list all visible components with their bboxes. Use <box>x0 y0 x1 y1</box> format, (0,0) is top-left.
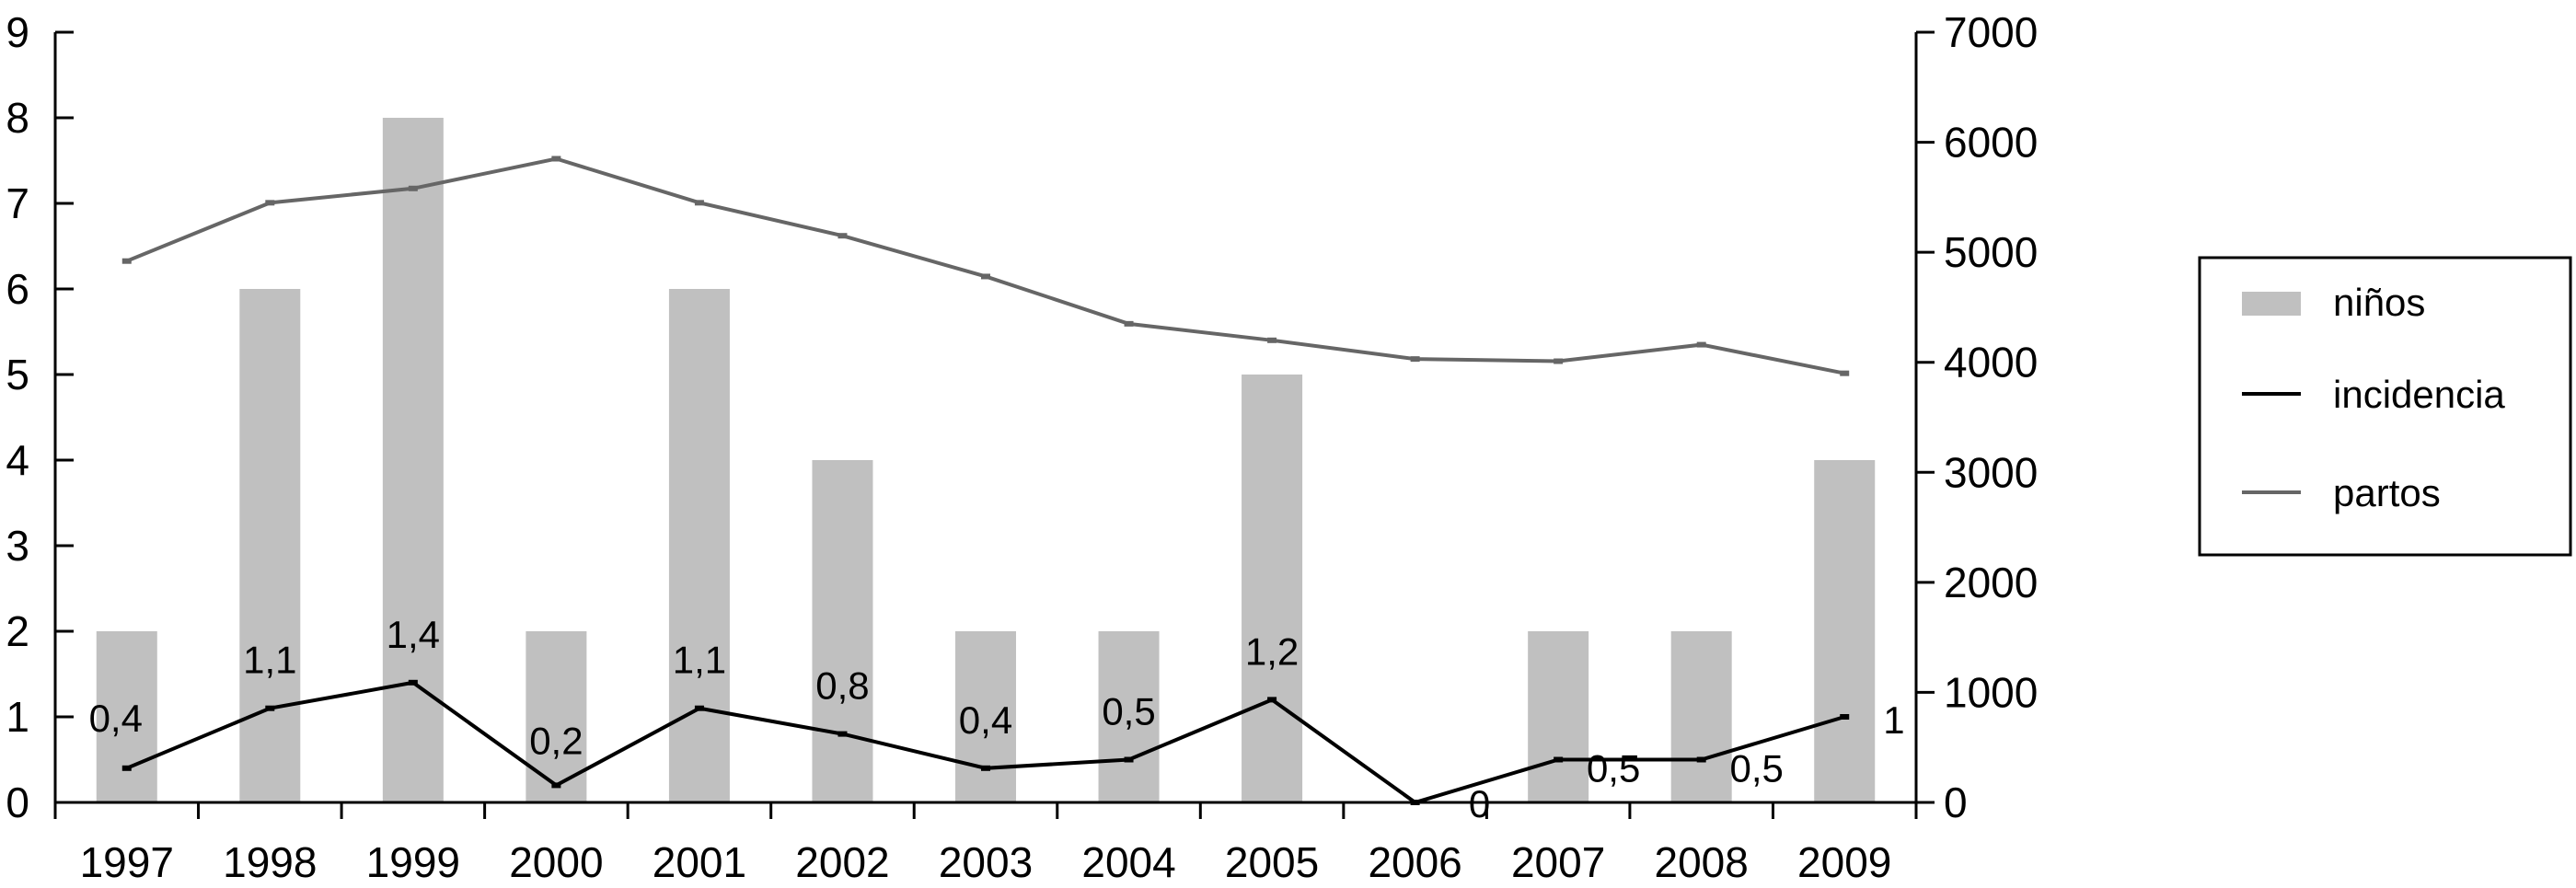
incidencia-label-2002: 0,8 <box>815 664 869 708</box>
legend-label-ninos: niños <box>2333 281 2425 324</box>
x-tick-label-2003: 2003 <box>939 838 1033 886</box>
y-left-tick-label: 8 <box>6 94 29 142</box>
y-right-tick-label: 2000 <box>1944 559 2038 606</box>
incidencia-label-2005: 1,2 <box>1245 629 1299 673</box>
bar-ninos-2005 <box>1242 375 1303 802</box>
y-right-tick-label: 4000 <box>1944 339 2038 386</box>
y-right-tick-label: 6000 <box>1944 119 2038 167</box>
x-tick-label-1998: 1998 <box>223 838 317 886</box>
bar-ninos-2003 <box>955 631 1016 802</box>
y-right-tick-label: 1000 <box>1944 668 2038 716</box>
incidencia-label-1997: 0,4 <box>89 697 143 740</box>
bar-ninos-2001 <box>668 289 730 802</box>
bar-ninos-2008 <box>1670 631 1732 802</box>
x-tick-label-1999: 1999 <box>366 838 460 886</box>
bar-ninos-1999 <box>382 118 444 802</box>
y-right-tick-label: 7000 <box>1944 8 2038 56</box>
y-right-tick-label: 3000 <box>1944 448 2038 496</box>
legend-label-partos: partos <box>2333 471 2441 514</box>
bar-ninos-2000 <box>526 631 587 802</box>
incidencia-label-2006: 0 <box>1469 782 1490 825</box>
x-tick-label-2005: 2005 <box>1225 838 1319 886</box>
incidencia-label-2007: 0,5 <box>1587 747 1640 790</box>
partos-series <box>121 156 1850 376</box>
y-left-tick-label: 0 <box>6 778 29 826</box>
y-left-tick-label: 6 <box>6 265 29 313</box>
bar-ninos-1998 <box>239 289 301 802</box>
bar-ninos-2009 <box>1814 460 1876 802</box>
y-right-tick-label: 0 <box>1944 778 1968 826</box>
incidencia-label-2004: 0,5 <box>1102 690 1155 733</box>
x-tick-label-2008: 2008 <box>1655 838 1749 886</box>
bar-ninos-1997 <box>96 631 157 802</box>
y-left-tick-label: 4 <box>6 436 29 484</box>
y-left-tick-label: 5 <box>6 351 29 398</box>
bars-group <box>96 118 1876 802</box>
x-tick-label-2000: 2000 <box>509 838 603 886</box>
incidencia-label-1998: 1,1 <box>243 639 296 682</box>
incidencia-label-2001: 1,1 <box>673 639 726 682</box>
y-left-tick-label: 3 <box>6 522 29 570</box>
incidencia-label-2009: 1 <box>1883 698 1904 742</box>
legend-label-incidencia: incidencia <box>2333 373 2505 416</box>
x-tick-label-1997: 1997 <box>80 838 174 886</box>
y-left-tick-label: 9 <box>6 8 29 56</box>
x-tick-label-2004: 2004 <box>1081 838 1175 886</box>
y-left-tick-label: 2 <box>6 607 29 655</box>
incidencia-series: 0,4 1,1 1,4 0,2 1,1 0,8 0,4 0,5 1,2 0 0,5 0,5 1 <box>89 613 1905 825</box>
y-left-tick-label: 1 <box>6 693 29 741</box>
y-right-tick-label: 5000 <box>1944 228 2038 276</box>
incidencia-label-2003: 0,4 <box>959 698 1012 742</box>
axes-group: 0123456789010002000300040005000600070001… <box>6 8 2038 886</box>
legend-swatch-ninos <box>2242 292 2301 316</box>
incidencia-label-2008: 0,5 <box>1729 747 1783 790</box>
x-tick-label-2009: 2009 <box>1797 838 1891 886</box>
bar-ninos-2004 <box>1098 631 1160 802</box>
x-tick-label-2006: 2006 <box>1368 838 1461 886</box>
legend: niños incidencia partos <box>2198 256 2572 557</box>
x-tick-label-2001: 2001 <box>653 838 746 886</box>
bar-ninos-2007 <box>1528 631 1589 802</box>
incidencia-label-1999: 1,4 <box>387 613 440 656</box>
y-left-tick-label: 7 <box>6 179 29 227</box>
x-tick-label-2007: 2007 <box>1511 838 1605 886</box>
bar-ninos-2002 <box>812 460 873 802</box>
incidencia-label-2000: 0,2 <box>529 719 583 762</box>
x-tick-label-2002: 2002 <box>795 838 889 886</box>
